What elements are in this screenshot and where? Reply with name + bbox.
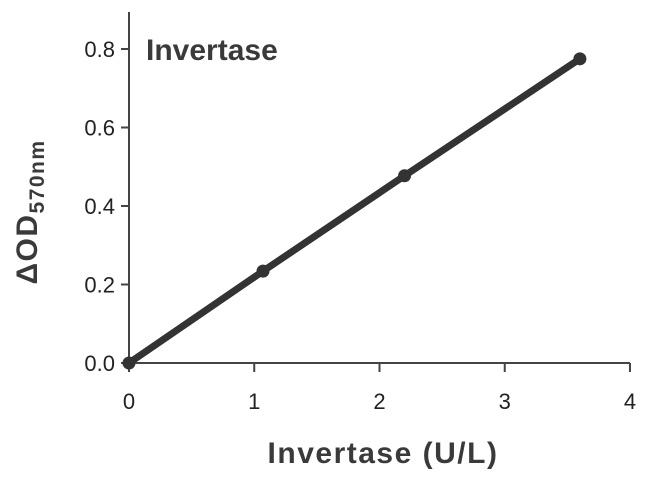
data-point — [122, 356, 136, 370]
tick-marks — [121, 48, 631, 372]
y-axis-title: ΔOD570nm — [11, 139, 49, 284]
data-point — [573, 52, 587, 66]
series-line — [125, 55, 584, 367]
x-tick-label: 4 — [624, 389, 636, 414]
y-axis-title-subscript: 570nm — [26, 139, 49, 213]
y-tick-label: 0.0 — [84, 351, 115, 376]
chart-title: Invertase — [146, 34, 278, 67]
x-tick-label: 2 — [373, 389, 385, 414]
data-point — [256, 264, 270, 278]
y-tick-label: 0.2 — [84, 273, 115, 298]
x-tick-label: 3 — [499, 389, 511, 414]
x-tick-label: 0 — [123, 389, 135, 414]
y-tick-label: 0.4 — [84, 194, 115, 219]
y-tick-label: 0.6 — [84, 116, 115, 141]
data-point — [398, 169, 412, 183]
y-tick-label: 0.8 — [84, 37, 115, 62]
x-axis-title: Invertase (U/L) — [268, 437, 499, 470]
series-layer — [122, 52, 587, 370]
x-tick-label: 1 — [248, 389, 260, 414]
tick-labels: 0.0 0.2 0.4 0.6 0.8 0 1 2 3 4 — [84, 37, 636, 414]
y-axis-title-main: ΔOD — [11, 213, 44, 284]
